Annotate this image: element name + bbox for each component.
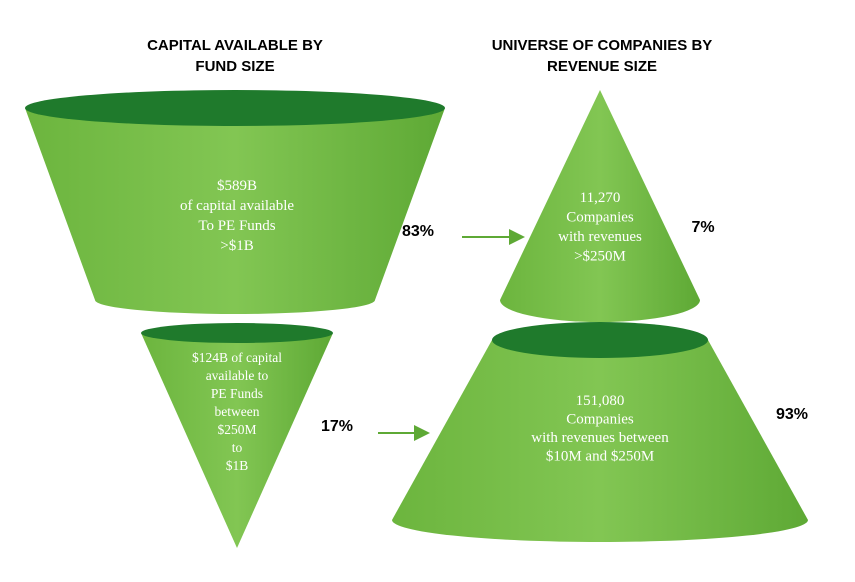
percent-label: 17% (321, 418, 353, 435)
shape-text: $1B (226, 458, 249, 473)
column-title: UNIVERSE OF COMPANIES BY (492, 37, 713, 54)
shape-text: between (215, 404, 260, 419)
percent-label: 83% (402, 223, 434, 240)
shape-text: with revenues between (531, 430, 669, 446)
shape-text: PE Funds (211, 386, 263, 401)
shape-text: 151,080 (576, 393, 625, 409)
shape-text: of capital available (180, 198, 294, 214)
frustum-bottom (392, 322, 808, 542)
shape-text: with revenues (558, 229, 642, 245)
funnel-large (25, 90, 445, 314)
shape-text: $10M and $250M (546, 449, 654, 465)
cone-small-inverted (141, 323, 333, 548)
shape-text: $589B (217, 178, 257, 194)
column-title: FUND SIZE (195, 58, 274, 75)
shape-text: >$1B (220, 238, 253, 254)
labels: CAPITAL AVAILABLE BY FUND SIZE $589B of cap… (147, 37, 808, 473)
shape-text: Companies (566, 210, 634, 226)
column-title: REVENUE SIZE (547, 58, 657, 75)
shape-text: available to (206, 368, 269, 383)
column-title: CAPITAL AVAILABLE BY (147, 37, 323, 54)
shape-text: to (232, 440, 243, 455)
cone-top (500, 90, 700, 322)
percent-label: 93% (776, 406, 808, 423)
shape-text: $250M (217, 422, 256, 437)
percent-label: 7% (691, 219, 714, 236)
shape-text: To PE Funds (198, 218, 275, 234)
shape-text: 11,270 (580, 190, 621, 206)
shape-text: $124B of capital (192, 350, 282, 365)
shape-text: >$250M (574, 249, 626, 265)
shape-text: Companies (566, 412, 634, 428)
